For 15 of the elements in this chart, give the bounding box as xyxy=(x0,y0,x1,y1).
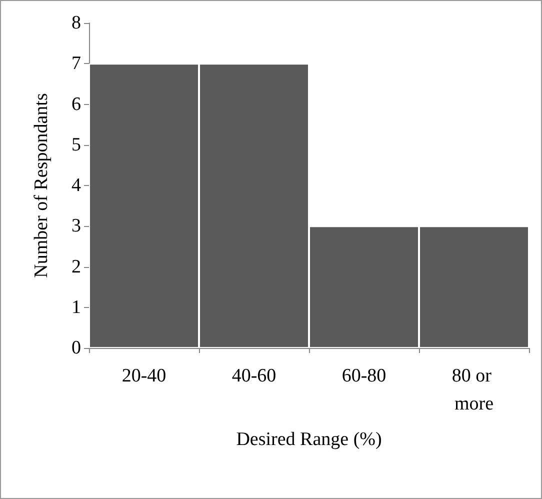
y-tick-label: 8 xyxy=(72,12,81,34)
x-tick-label: 60-80 xyxy=(342,366,386,386)
y-tick-label: 4 xyxy=(72,175,82,196)
y-tick-label: 0 xyxy=(72,338,81,358)
x-tick-label: 80 or more xyxy=(452,366,496,414)
y-axis-title: Number of Respondants xyxy=(31,93,52,278)
x-axis-title: Desired Range (%) xyxy=(236,429,382,450)
y-tick-label: 3 xyxy=(72,216,81,237)
y-tick-label: 1 xyxy=(72,296,81,318)
y-tick-label: 2 xyxy=(72,256,81,278)
y-tick-label: 5 xyxy=(72,134,81,156)
x-tick-label: 40-60 xyxy=(232,366,276,386)
y-tick-label: 7 xyxy=(72,53,81,74)
y-tick-label: 6 xyxy=(72,94,81,115)
x-tick-label: 20-40 xyxy=(122,366,166,386)
